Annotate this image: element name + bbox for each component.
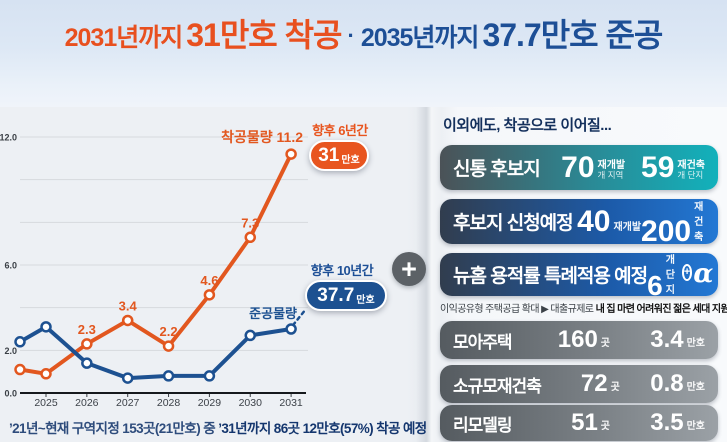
- stat-units: 0.8 만호: [620, 370, 705, 398]
- chart-footnote-normal: ’21년~현재 구역지정 153곳(21만호) 중: [9, 421, 219, 436]
- header-banner: 2031년까지 31만호 착공 · 2035년까지 37.7만호 준공: [0, 0, 727, 107]
- panel-note: 이익공유형 주택공급 확대 ▶ 대출규제로 내 집 마련 어려워진 젊은 세대 …: [440, 300, 727, 315]
- header-completion-highlight: 37.7만호 준공: [482, 17, 663, 53]
- svg-text:2029: 2029: [198, 397, 222, 409]
- stat-unit-bottom: 개 지역: [597, 169, 624, 180]
- annotation-6yr-label: 향후 6년간: [312, 123, 368, 138]
- chart-footnote: ’21년~현재 구역지정 153곳(21만호) 중 ’31년까지 86곳 12만…: [9, 417, 429, 437]
- annotation-10yr-label: 향후 10년간: [310, 263, 374, 278]
- svg-text:착공물량 11.2: 착공물량 11.2: [221, 129, 303, 145]
- header-separator-dot: ·: [347, 23, 355, 48]
- chart-footnote-bold: ’31년까지 86곳 12만호(57%) 착공 예정: [218, 421, 427, 436]
- stat-unit: 재건축: [694, 202, 704, 243]
- stat-unit: 만호: [686, 381, 705, 393]
- svg-text:2.2: 2.2: [160, 324, 178, 339]
- stat-unit: 개 단지: [665, 255, 675, 296]
- stat-unit-top: 재건축: [677, 159, 705, 171]
- row-label: 신통 후보지: [453, 159, 541, 180]
- stat-unit: 곳: [600, 337, 610, 349]
- stat-sites: 72 곳: [541, 370, 620, 398]
- header-completion-prefix: 2035년까지: [360, 24, 480, 52]
- svg-text:6.0: 6.0: [4, 261, 17, 271]
- stat-value: 200: [641, 215, 692, 248]
- stat-value: 6: [647, 269, 663, 301]
- stat-sites: 160 곳: [522, 326, 610, 354]
- panel-note-bold: 내 집 마련 어려워진 젊은 세대 지원: [595, 304, 727, 315]
- row-label: 뉴홈 용적률 특례적용 예정: [453, 266, 648, 287]
- stat-value: 51: [571, 409, 598, 437]
- stat-complexes: 6 개 단지: [647, 251, 675, 301]
- svg-text:2027: 2027: [116, 397, 140, 409]
- stat-unit: 재개발 개 지역: [598, 160, 626, 180]
- row-label: 소규모재건축: [453, 376, 542, 396]
- row-label: 모아주택: [453, 332, 513, 352]
- stat-unit: 재개발: [613, 222, 642, 233]
- stat-reconstruction: 59 재건축 개 단지: [625, 151, 705, 184]
- stat-value: 0.8: [650, 370, 684, 398]
- panel-note-normal: 이익공유형 주택공급 확대 ▶ 대출규제로: [440, 304, 596, 315]
- row-sintong-candidates: 신통 후보지 70 재개발 개 지역 59 재건축 개 단지: [440, 145, 718, 190]
- header-completion-segment: 2035년까지 37.7만호 준공: [360, 17, 664, 53]
- stat-value: 40: [577, 205, 611, 238]
- svg-text:7.3: 7.3: [241, 215, 259, 230]
- stat-units: 3.5 만호: [610, 409, 705, 437]
- row-moa-housing: 모아주택 160 곳 3.4 만호: [440, 321, 718, 359]
- svg-text:준공물량: 준공물량: [249, 306, 297, 321]
- stat-unit: 재건축 개 단지: [677, 160, 705, 180]
- stat-redevelopment: 40 재개발: [573, 205, 642, 238]
- plus-icon: +: [392, 252, 426, 286]
- plus-circle-icon: +: [681, 264, 693, 281]
- stat-units: 3.4 만호: [610, 326, 705, 354]
- stat-value: 72: [580, 370, 608, 398]
- stat-value: 70: [561, 151, 595, 184]
- stat-value: 160: [557, 326, 598, 354]
- annotation-10yr-badge: 37.7 만호: [305, 280, 387, 311]
- annotation-10yr-value: 37.7: [317, 285, 355, 306]
- svg-text:2.3: 2.3: [78, 322, 96, 337]
- stat-unit-bottom: 개 단지: [677, 169, 704, 180]
- row-small-reconstruction: 소규모재건축 72 곳 0.8 만호: [440, 365, 718, 403]
- stat-unit: 만호: [686, 337, 705, 349]
- stat-unit-top: 재개발: [597, 159, 626, 171]
- stat-unit: 곳: [610, 381, 620, 393]
- svg-text:4.6: 4.6: [200, 273, 218, 288]
- header-start-segment: 2031년까지 31만호 착공: [64, 17, 343, 53]
- svg-text:2030: 2030: [239, 397, 263, 409]
- stat-redevelopment: 70 재개발 개 지역: [540, 151, 626, 184]
- annotation-6yr-unit: 만호: [341, 154, 360, 166]
- header-start-prefix: 2031년까지: [64, 24, 184, 52]
- row-remodeling: 리모델링 51 곳 3.5 만호: [440, 405, 718, 441]
- annotation-10yr-unit: 만호: [356, 294, 375, 306]
- row-label: 리모델링: [453, 415, 513, 435]
- stat-reconstruction: 200 재건축: [641, 198, 705, 248]
- stat-sites: 51 곳: [522, 409, 610, 437]
- row-newhome-far-exception: 뉴홈 용적률 특례적용 예정 6 개 단지 + α: [440, 251, 718, 301]
- header-start-highlight: 31만호 착공: [186, 17, 342, 53]
- annotation-6yr-value: 31: [318, 145, 340, 166]
- stat-value: 3.5: [650, 409, 684, 437]
- svg-text:2.0: 2.0: [4, 346, 17, 356]
- stat-unit: 곳: [600, 420, 610, 432]
- svg-text:3.4: 3.4: [119, 298, 138, 313]
- stat-value: 59: [641, 151, 675, 184]
- svg-text:2025: 2025: [34, 397, 58, 409]
- housing-trend-line-chart: 12.0 6.0 2.0 0.0 2025 2026 2027 2028 2029 2030 203…: [0, 129, 308, 409]
- annotation-6yr-badge: 31 만호: [309, 140, 369, 171]
- panel-title: 이외에도, 착공으로 이어질...: [443, 117, 612, 134]
- svg-text:2028: 2028: [157, 397, 181, 409]
- stat-unit: 만호: [686, 420, 705, 432]
- alpha-symbol: α: [693, 259, 714, 289]
- stat-value: 3.4: [650, 326, 684, 354]
- row-label: 후보지 신청예정: [453, 213, 574, 234]
- svg-text:2026: 2026: [75, 397, 99, 409]
- svg-text:0.0: 0.0: [4, 389, 17, 399]
- svg-text:12.0: 12.0: [0, 133, 17, 143]
- svg-text:2031: 2031: [279, 397, 303, 409]
- row-candidate-applications: 후보지 신청예정 40 재개발 200 재건축: [440, 198, 718, 248]
